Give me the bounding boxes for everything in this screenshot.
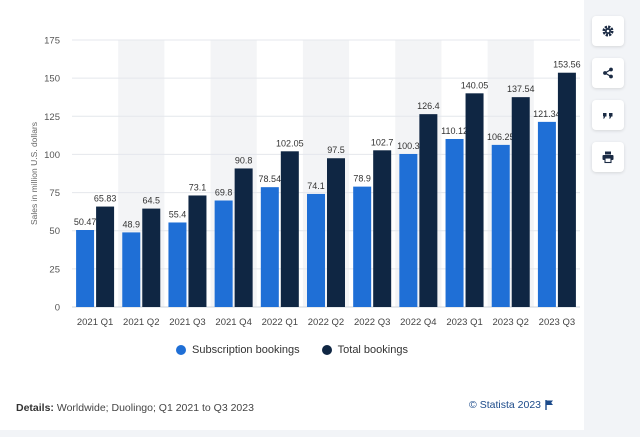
bar-total <box>557 72 576 308</box>
details-text: Worldwide; Duolingo; Q1 2021 to Q3 2023 <box>53 402 254 414</box>
y-axis-title: Sales in million U.S. dollars <box>29 122 39 225</box>
bar-subscription <box>399 153 418 307</box>
bar-total <box>280 151 299 307</box>
data-label-subscription: 106.25 <box>487 132 515 142</box>
bar-subscription <box>260 187 279 307</box>
y-tick-label: 50 <box>49 226 60 237</box>
gear-icon <box>602 25 614 37</box>
data-label-subscription: 121.34 <box>533 109 561 119</box>
legend-label-subscription: Subscription bookings <box>192 344 300 356</box>
data-label-subscription: 110.12 <box>441 126 468 136</box>
x-tick-label: 2022 Q4 <box>400 317 436 328</box>
data-label-total: 64.5 <box>143 196 161 206</box>
y-tick-label: 175 <box>44 36 60 47</box>
share-icon <box>603 67 613 79</box>
bar-chart: 0 25 50 75 100 125 150 175 Sales in million U.S.… <box>29 36 581 329</box>
details-label: Details: <box>16 402 54 414</box>
bar-subscription <box>307 193 325 307</box>
data-label-subscription: 78.54 <box>259 174 282 184</box>
bar-subscription <box>537 121 556 307</box>
x-tick-label: 2021 Q2 <box>123 317 159 328</box>
x-tick-label: 2022 Q3 <box>354 317 390 328</box>
bar-total <box>234 168 253 307</box>
cite-button[interactable] <box>592 100 624 130</box>
y-tick-label: 0 <box>55 303 60 314</box>
bar-total <box>373 150 392 307</box>
legend-swatch-total <box>321 345 332 355</box>
data-label-total: 137.54 <box>507 84 535 94</box>
bar-subscription <box>491 144 510 307</box>
credit-text[interactable]: © Statista 2023 <box>469 399 541 411</box>
legend-item-subscription[interactable]: Subscription bookings <box>176 344 300 356</box>
data-label-total: 90.8 <box>235 155 253 165</box>
bar-subscription <box>445 138 464 307</box>
y-tick-label: 75 <box>49 188 60 199</box>
y-tick-label: 100 <box>44 150 60 161</box>
data-label-total: 65.83 <box>94 194 117 204</box>
chart-details: Details: Worldwide; Duolingo; Q1 2021 to… <box>16 402 254 414</box>
bar-total <box>419 114 438 307</box>
data-label-total: 102.05 <box>276 138 304 148</box>
x-tick-label: 2022 Q2 <box>308 317 344 328</box>
data-label-total: 126.4 <box>417 101 440 111</box>
legend-label-total: Total bookings <box>337 344 408 356</box>
flag-icon[interactable] <box>545 400 554 410</box>
data-label-subscription: 50.47 <box>74 217 97 227</box>
statista-credit[interactable]: © Statista 2023 <box>469 399 554 411</box>
x-tick-label: 2021 Q4 <box>215 317 251 328</box>
chart-legend: Subscription bookings Total bookings <box>0 344 584 356</box>
share-button[interactable] <box>592 58 624 88</box>
bar-subscription <box>76 229 95 307</box>
x-tick-label: 2021 Q3 <box>169 317 205 328</box>
bar-total <box>465 93 484 307</box>
data-label-subscription: 48.9 <box>123 219 141 229</box>
x-tick-label: 2022 Q1 <box>262 317 298 328</box>
y-tick-label: 25 <box>49 264 60 275</box>
bar-subscription <box>168 222 187 307</box>
x-tick-label: 2023 Q1 <box>446 317 482 328</box>
y-tick-label: 150 <box>44 74 60 85</box>
data-label-subscription: 74.1 <box>307 181 325 191</box>
data-label-total: 153.56 <box>553 60 581 70</box>
quote-icon <box>603 113 613 119</box>
print-icon <box>602 151 614 164</box>
bar-total <box>327 158 345 307</box>
bar-subscription <box>353 186 372 307</box>
chart-toolbar <box>592 16 624 176</box>
data-label-total: 102.7 <box>371 137 394 147</box>
data-label-total: 140.05 <box>461 80 489 90</box>
bar-total <box>142 208 161 307</box>
x-tick-label: 2021 Q1 <box>77 317 113 328</box>
bar-total <box>511 97 530 307</box>
bar-subscription <box>122 232 141 307</box>
legend-item-total[interactable]: Total bookings <box>321 344 408 356</box>
data-label-total: 73.1 <box>189 182 207 192</box>
print-button[interactable] <box>592 142 624 172</box>
legend-swatch-subscription <box>176 345 187 355</box>
x-tick-label: 2023 Q2 <box>493 317 529 328</box>
chart-card: 0 25 50 75 100 125 150 175 Sales in million U.S.… <box>0 0 584 430</box>
y-tick-label: 125 <box>44 112 60 123</box>
x-tick-label: 2023 Q3 <box>539 317 575 328</box>
data-label-subscription: 55.4 <box>169 209 187 219</box>
data-label-subscription: 100.3 <box>397 141 420 151</box>
data-label-total: 97.5 <box>327 145 345 155</box>
settings-button[interactable] <box>592 16 624 46</box>
bar-total <box>188 195 207 307</box>
data-label-subscription: 78.9 <box>353 174 371 184</box>
bar-subscription <box>214 200 233 307</box>
data-label-subscription: 69.8 <box>215 188 233 198</box>
bar-total <box>96 206 115 307</box>
